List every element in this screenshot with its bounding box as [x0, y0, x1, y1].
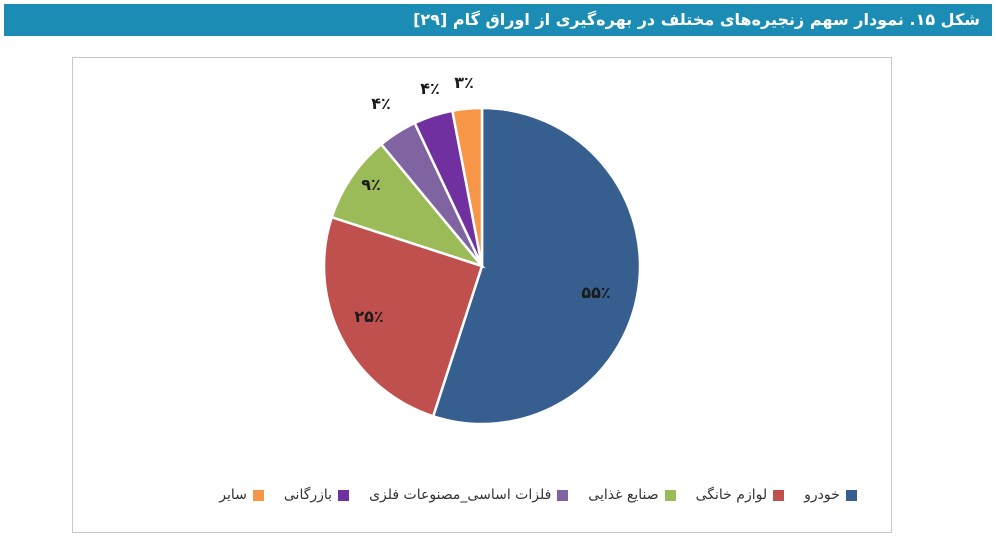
data-label: ۴٪ — [420, 79, 440, 98]
pie-slice — [450, 106, 484, 267]
data-label: ۴٪ — [371, 94, 391, 113]
data-label: ۳٪ — [454, 73, 474, 92]
legend-item: سایر — [219, 487, 264, 503]
legend-label: خودرو — [804, 487, 840, 503]
legend-swatch — [845, 489, 857, 501]
legend-label: لوازم خانگی — [695, 487, 768, 503]
legend-item: خودرو — [804, 487, 857, 503]
legend-label: بازرگانی — [283, 487, 333, 503]
figure-title-bar: شکل ۱۵. نمودار سهم زنجیره‌های مختلف در ب… — [4, 4, 992, 36]
legend-item: صنایع غذایی — [588, 487, 676, 503]
legend-label: سایر — [219, 487, 247, 503]
legend-swatch — [664, 489, 676, 501]
pie-slice — [322, 215, 484, 418]
data-label: ۹٪ — [361, 175, 381, 194]
pie-slice — [431, 106, 642, 426]
legend-swatch — [338, 489, 350, 501]
pie-slice — [330, 142, 486, 269]
legend-item: لوازم خانگی — [695, 487, 785, 503]
data-label: ۵۵٪ — [581, 283, 610, 302]
figure-title: شکل ۱۵. نمودار سهم زنجیره‌های مختلف در ب… — [413, 10, 980, 29]
legend-swatch — [773, 489, 785, 501]
legend-label: فلزات اساسی_مصنوعات فلزی — [369, 487, 552, 503]
data-label: ۲۵٪ — [354, 307, 383, 326]
chart-legend: خودرو لوازم خانگی صنایع غذایی فلزات اساسی_م… — [100, 484, 976, 506]
legend-label: صنایع غذایی — [588, 487, 659, 503]
legend-swatch — [252, 489, 264, 501]
legend-item: بازرگانی — [283, 487, 350, 503]
legend-item: فلزات اساسی_مصنوعات فلزی — [369, 487, 569, 503]
legend-swatch — [557, 489, 569, 501]
